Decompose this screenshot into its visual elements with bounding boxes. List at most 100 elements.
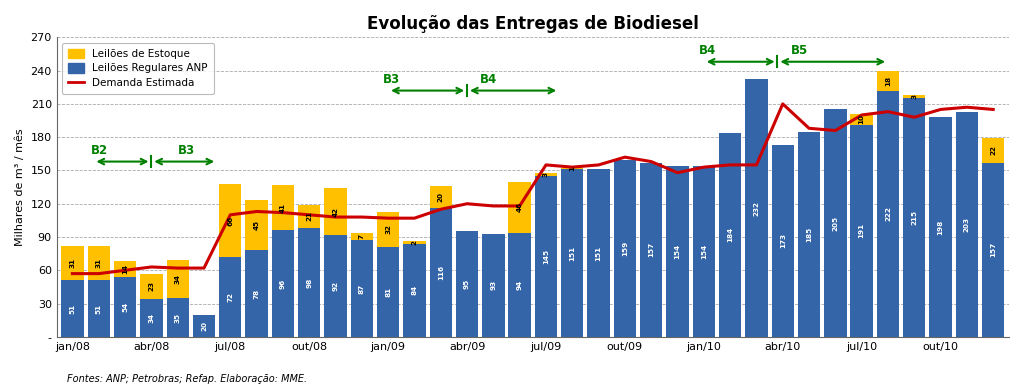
Text: 18: 18: [885, 76, 891, 86]
Text: 10: 10: [859, 114, 864, 124]
Text: 46: 46: [517, 202, 522, 212]
Bar: [350, 233, 373, 240]
Text: 191: 191: [859, 223, 864, 238]
Y-axis label: Milhares de m³ / mês: Milhares de m³ / mês: [15, 128, 25, 246]
Text: 98: 98: [306, 277, 312, 288]
Text: 151: 151: [569, 245, 575, 261]
Bar: [745, 79, 768, 337]
Text: 232: 232: [754, 201, 760, 216]
Bar: [430, 208, 452, 337]
Bar: [535, 173, 557, 176]
Text: 81: 81: [385, 287, 391, 297]
Bar: [613, 161, 636, 337]
Text: 151: 151: [596, 245, 602, 261]
Bar: [167, 260, 188, 298]
Text: 154: 154: [700, 244, 707, 259]
Bar: [377, 212, 399, 247]
Bar: [193, 314, 215, 337]
Bar: [167, 298, 188, 337]
Bar: [271, 185, 294, 230]
Text: 72: 72: [227, 292, 233, 302]
Bar: [114, 262, 136, 277]
Bar: [561, 168, 584, 169]
Text: 215: 215: [911, 210, 918, 225]
Bar: [350, 240, 373, 337]
Text: 3: 3: [543, 172, 549, 177]
Text: 31: 31: [70, 258, 76, 268]
Text: Fontes: ANP; Petrobras; Refap. Elaboração: MME.: Fontes: ANP; Petrobras; Refap. Elaboraçã…: [67, 374, 306, 384]
Bar: [377, 247, 399, 337]
Text: 21: 21: [306, 212, 312, 222]
Text: 87: 87: [358, 283, 365, 294]
Bar: [246, 250, 268, 337]
Text: 32: 32: [385, 224, 391, 234]
Text: B4: B4: [480, 73, 498, 86]
Text: 145: 145: [543, 249, 549, 264]
Bar: [771, 145, 794, 337]
Bar: [798, 132, 820, 337]
Text: 66: 66: [227, 215, 233, 225]
Text: 2: 2: [412, 240, 418, 245]
Text: 22: 22: [990, 146, 996, 156]
Bar: [325, 188, 347, 235]
Bar: [930, 117, 951, 337]
Bar: [456, 232, 478, 337]
Text: 42: 42: [333, 207, 339, 217]
Text: B3: B3: [178, 144, 195, 157]
Text: 45: 45: [254, 220, 260, 230]
Text: 84: 84: [412, 285, 418, 295]
Bar: [692, 166, 715, 337]
Text: 78: 78: [254, 288, 260, 299]
Text: 185: 185: [806, 227, 812, 242]
Text: 14: 14: [122, 264, 128, 274]
Text: B4: B4: [698, 44, 716, 57]
Text: 94: 94: [517, 280, 522, 290]
Bar: [482, 234, 505, 337]
Text: 198: 198: [938, 219, 943, 235]
Text: 93: 93: [490, 280, 497, 290]
Bar: [246, 200, 268, 250]
Text: 92: 92: [333, 281, 339, 291]
Bar: [430, 186, 452, 208]
Bar: [535, 176, 557, 337]
Bar: [851, 125, 872, 337]
Bar: [61, 280, 84, 337]
Text: 34: 34: [148, 313, 155, 323]
Bar: [588, 169, 609, 337]
Text: 51: 51: [96, 303, 101, 314]
Text: B2: B2: [91, 144, 108, 157]
Bar: [982, 163, 1005, 337]
Text: 154: 154: [675, 244, 681, 259]
Bar: [955, 112, 978, 337]
Text: 54: 54: [122, 302, 128, 312]
Text: 205: 205: [833, 215, 839, 231]
Bar: [114, 277, 136, 337]
Bar: [509, 182, 530, 233]
Bar: [903, 95, 926, 98]
Bar: [219, 257, 242, 337]
Legend: Leilões de Estoque, Leilões Regulares ANP, Demanda Estimada: Leilões de Estoque, Leilões Regulares AN…: [61, 43, 214, 94]
Bar: [877, 91, 899, 337]
Text: 31: 31: [96, 258, 101, 268]
Bar: [509, 233, 530, 337]
Text: 96: 96: [280, 278, 286, 289]
Bar: [140, 274, 163, 299]
Text: 20: 20: [437, 192, 443, 202]
Text: B3: B3: [383, 73, 400, 86]
Text: 157: 157: [990, 242, 996, 257]
Text: 34: 34: [175, 274, 180, 284]
Bar: [903, 98, 926, 337]
Text: 159: 159: [622, 241, 628, 256]
Text: 20: 20: [201, 321, 207, 331]
Bar: [61, 246, 84, 280]
Bar: [719, 133, 741, 337]
Text: 184: 184: [727, 227, 733, 242]
Bar: [640, 163, 663, 337]
Text: B5: B5: [791, 44, 808, 57]
Bar: [824, 109, 847, 337]
Text: 7: 7: [358, 234, 365, 239]
Bar: [877, 71, 899, 91]
Bar: [88, 280, 110, 337]
Text: 116: 116: [437, 265, 443, 280]
Text: 51: 51: [70, 303, 76, 314]
